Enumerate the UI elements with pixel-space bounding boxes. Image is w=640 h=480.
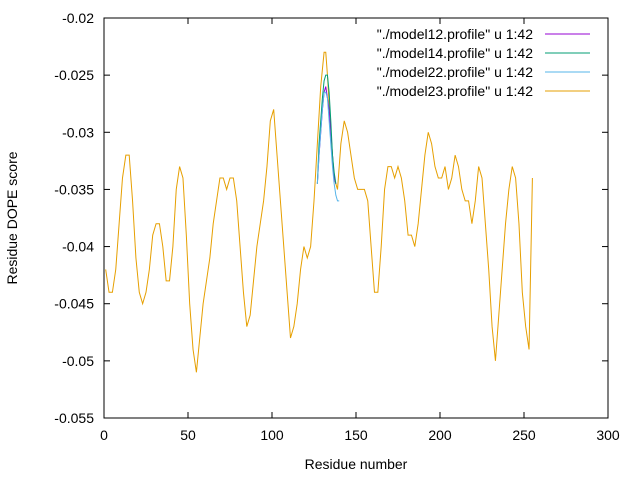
series-line-3 (316, 91, 340, 202)
legend-label-3: "./model22.profile" u 1:42 (377, 64, 533, 80)
x-tick-label: 0 (100, 427, 108, 443)
y-tick-label: -0.045 (54, 296, 94, 312)
y-tick-label: -0.05 (62, 353, 94, 369)
legend-label-2: "./model14.profile" u 1:42 (377, 45, 533, 61)
y-tick-label: -0.055 (54, 410, 94, 426)
x-tick-label: 200 (428, 427, 452, 443)
y-tick-label: -0.02 (62, 10, 94, 26)
x-tick-label: 100 (260, 427, 284, 443)
x-tick-label: 150 (344, 427, 368, 443)
y-axis-title: Residue DOPE score (4, 151, 20, 284)
x-tick-label: 300 (596, 427, 620, 443)
y-tick-label: -0.025 (54, 67, 94, 83)
plot-series-layer (105, 51, 533, 373)
y-tick-label: -0.035 (54, 181, 94, 197)
legend: "./model12.profile" u 1:42 "./model14.pro… (377, 26, 590, 99)
x-tick-label: 250 (512, 427, 536, 443)
x-axis-title: Residue number (305, 456, 408, 472)
y-tick-label: -0.04 (62, 239, 94, 255)
y-tick-label: -0.03 (62, 124, 94, 140)
legend-label-4: "./model23.profile" u 1:42 (377, 83, 533, 99)
x-axis-ticks: 0 50 100 150 200 250 300 (100, 18, 620, 443)
y-axis-ticks: -0.055 -0.05 -0.045 -0.04 -0.035 -0.03 -0.025 -… (54, 10, 608, 426)
legend-label-1: "./model12.profile" u 1:42 (377, 26, 533, 42)
series-line-2 (316, 74, 337, 184)
x-tick-label: 50 (180, 427, 196, 443)
series-line-4 (105, 51, 533, 373)
